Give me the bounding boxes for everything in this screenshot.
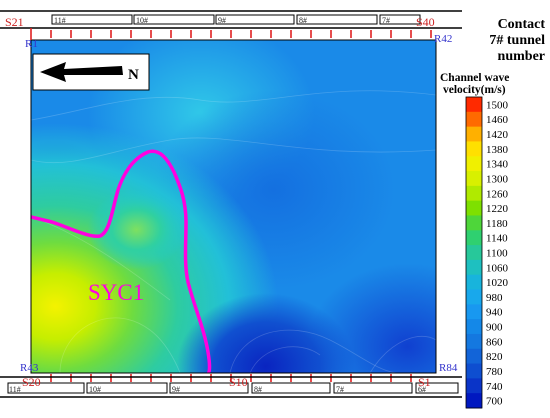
bottom-tunnel-segment — [251, 382, 331, 394]
bottom-tunnel-segment — [333, 382, 413, 394]
top-tunnel-segment — [296, 14, 378, 25]
top-tunnel-segment — [133, 14, 215, 25]
legend-tick-label: 1140 — [486, 233, 508, 245]
bottom-receiver-ticks — [50, 374, 412, 382]
bottom-tunnel-segment — [7, 382, 85, 394]
velocity-legend: Channel wave velocity(m/s) 1500 1460 1420 1… — [440, 72, 509, 409]
source-label-top-left: S21 — [5, 15, 24, 29]
receiver-label-top-right: R42 — [434, 33, 452, 45]
legend-swatch — [466, 274, 482, 291]
legend-tick-label: 1300 — [486, 173, 509, 185]
bottom-tunnel-segment — [86, 382, 168, 394]
legend-swatch — [466, 378, 482, 394]
top-segment-label: 8# — [299, 16, 307, 25]
legend-tick-label: 1180 — [486, 218, 508, 230]
legend-title-line2: velocity(m/s) — [443, 84, 506, 96]
legend-tick-label: 1340 — [486, 159, 509, 171]
legend-swatch — [466, 185, 482, 202]
legend-tick-label: 1460 — [486, 114, 509, 126]
bottom-segment-label: 11# — [9, 385, 21, 394]
bottom-segment-label: 9# — [172, 385, 180, 394]
legend-tick-label: 900 — [486, 322, 503, 334]
legend-swatch — [466, 200, 482, 216]
legend-tick-label: 1260 — [486, 188, 509, 200]
top-receiver-ticks — [30, 28, 432, 40]
contact-label-line1: Contact — [498, 17, 546, 32]
top-tunnel-segment — [379, 14, 421, 25]
legend-swatch — [466, 171, 482, 187]
legend-swatch — [466, 333, 482, 350]
contact-label-line2: 7# tunnel — [489, 33, 545, 48]
legend-tick-label: 1380 — [486, 144, 509, 156]
legend-swatch — [466, 348, 482, 365]
anomaly-label: SYC1 — [88, 280, 144, 305]
legend-tick-label: 780 — [486, 366, 503, 378]
top-tunnel-segment — [51, 14, 133, 25]
legend-swatch — [466, 111, 482, 128]
legend-swatch — [466, 363, 482, 379]
top-segment-label: 9# — [218, 16, 226, 25]
top-segment-label: 11# — [54, 16, 66, 25]
north-label: N — [128, 67, 139, 83]
top-tunnel: 11# 10# 9# 8# 7# — [0, 10, 462, 29]
legend-swatch — [466, 289, 482, 305]
legend-title-line1: Channel wave — [440, 72, 509, 84]
source-label-bottom-mid: S10 — [229, 375, 248, 389]
legend-swatch — [466, 230, 482, 246]
bottom-segment-label: 8# — [254, 385, 262, 394]
legend-tick-label: 1020 — [486, 277, 509, 289]
legend-swatch — [466, 97, 482, 113]
source-label-top-right: S40 — [416, 15, 435, 29]
bottom-tunnel-segment — [169, 382, 249, 394]
receiver-label-top-left: R1 — [25, 38, 38, 50]
legend-frame — [465, 96, 483, 409]
legend-tick-label: 1060 — [486, 262, 509, 274]
bottom-tunnel: 11# 10# 9# 8# 7# 6# — [0, 376, 462, 398]
receiver-label-bottom-left: R43 — [20, 362, 39, 374]
field-frame — [30, 39, 437, 374]
legend-tick-label: 1220 — [486, 203, 509, 215]
top-segment-label: 10# — [136, 16, 148, 25]
legend-swatch — [466, 215, 482, 231]
legend-swatch — [466, 141, 482, 157]
bottom-segment-label: 7# — [336, 385, 344, 394]
bottom-tunnel-segment — [415, 382, 459, 394]
legend-tick-label: 700 — [486, 396, 503, 408]
source-label-bottom-right: S1 — [418, 375, 431, 389]
legend-tick-label: 1100 — [486, 248, 508, 260]
legend-tick-label: 1420 — [486, 129, 509, 141]
legend-tick-label: 1500 — [486, 99, 509, 111]
anomaly-outline — [31, 149, 212, 373]
legend-tick-label: 820 — [486, 351, 503, 363]
legend-tick-label: 980 — [486, 292, 503, 304]
source-label-bottom-left: S20 — [22, 375, 41, 389]
bottom-segment-label: 6# — [418, 385, 426, 394]
bottom-segment-label: 10# — [89, 385, 101, 394]
top-tunnel-segment — [215, 14, 295, 25]
legend-swatch — [466, 393, 482, 409]
legend-tick-label: 940 — [486, 307, 503, 319]
legend-swatch — [466, 126, 482, 142]
velocity-field — [31, 40, 436, 373]
contact-label-line3: number — [498, 49, 545, 64]
legend-tick-label: 860 — [486, 336, 503, 348]
north-arrow: N — [32, 53, 150, 91]
legend-tick-label: 740 — [486, 381, 503, 393]
legend-swatch — [466, 319, 482, 335]
legend-swatch — [466, 304, 482, 320]
receiver-label-bottom-right: R84 — [439, 362, 458, 374]
legend-swatch — [466, 156, 482, 172]
top-segment-label: 7# — [382, 16, 390, 25]
legend-swatch — [466, 259, 482, 276]
legend-swatch — [466, 245, 482, 261]
